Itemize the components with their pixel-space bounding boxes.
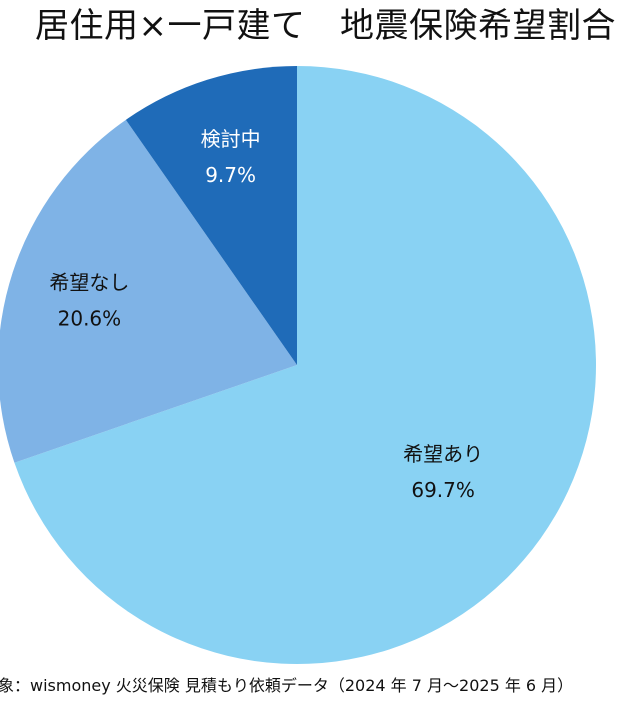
pie-labels: 希望あり 69.7% 希望なし 20.6% 検討中 9.7% xyxy=(49,127,483,502)
pie-slice-1 xyxy=(0,119,297,463)
source-footnote: 対象：wismoney 火災保険 見積もり依頼データ（2024 年 7 月〜20… xyxy=(0,676,574,695)
slice-value-label-0: 69.7% xyxy=(411,478,475,502)
slice-value-label-2: 9.7% xyxy=(205,163,256,187)
pie-slices xyxy=(0,66,596,664)
slice-category-label-0: 希望あり xyxy=(403,442,483,466)
pie-slice-0 xyxy=(14,66,596,664)
slice-category-label-2: 検討中 xyxy=(201,127,261,151)
chart-title: 居住用×一戸建て 地震保険希望割合 xyxy=(35,6,616,46)
slice-category-label-1: 希望なし xyxy=(49,271,129,295)
pie-slice-2 xyxy=(125,66,297,365)
slice-value-label-1: 20.6% xyxy=(58,307,122,331)
